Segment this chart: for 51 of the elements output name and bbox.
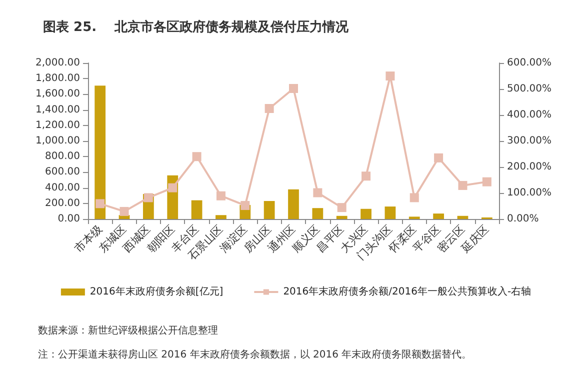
- point: [410, 193, 419, 202]
- point: [386, 72, 395, 80]
- point: [120, 206, 129, 216]
- y-tick-label: 0.00: [58, 214, 80, 224]
- point: [240, 200, 250, 210]
- y-tick-label: 600.00: [45, 166, 80, 178]
- point: [264, 104, 274, 113]
- point: [192, 152, 202, 162]
- y2-tick-label: 400.00%: [507, 110, 552, 120]
- y2-tick-label: 600.00%: [507, 58, 552, 68]
- source-note: 数据来源：新世纪评级根据公开信息整理: [38, 324, 218, 336]
- y-tick-label: 800.00: [45, 151, 80, 162]
- point: [144, 193, 153, 202]
- point: [96, 199, 105, 208]
- bar: [312, 208, 324, 219]
- y-tick-label: 1,600.00: [35, 88, 80, 100]
- bar: [191, 200, 202, 219]
- bar: [216, 215, 226, 219]
- point: [168, 183, 178, 192]
- y2-tick-label: 0.00%: [507, 214, 539, 224]
- point: [482, 177, 492, 186]
- legend-label: 2016年末政府债务余额/2016年一般公共预算收入-右轴: [283, 286, 532, 298]
- text: 注：公开渠道未获得房山区 2016 年末政府债务余额数据，以 2016 年末政府债务限额数据替代。: [38, 348, 472, 360]
- y-tick-label: 1,400.00: [35, 104, 80, 116]
- bar: [94, 86, 106, 219]
- bar: [288, 189, 299, 219]
- bar: [457, 216, 468, 219]
- y-tick-label: 1,200.00: [35, 120, 80, 131]
- y2-tick-label: 100.00%: [507, 188, 552, 198]
- point: [362, 172, 371, 181]
- bar: [433, 214, 444, 219]
- y-tick-label: 1,000.00: [35, 136, 80, 146]
- bar: [360, 208, 372, 219]
- y-tick-label: 200.00: [45, 198, 80, 209]
- point: [216, 191, 226, 200]
- point: [313, 188, 322, 198]
- y2-tick-label: 200.00%: [507, 162, 552, 172]
- point: [289, 84, 298, 93]
- legend-label: 2016年末政府债务余额[亿元]: [90, 286, 224, 298]
- y2-tick-label: 300.00%: [507, 136, 552, 146]
- point: [458, 180, 468, 190]
- point: [434, 153, 444, 162]
- y-tick-label: 400.00: [45, 182, 80, 194]
- point: [337, 203, 346, 212]
- y-tick-label: 1,800.00: [35, 73, 80, 84]
- bar: [264, 201, 275, 219]
- bar: [384, 206, 396, 219]
- bar: [336, 216, 348, 219]
- y-tick-label: 2,000.00: [35, 58, 80, 68]
- y2-tick-label: 500.00%: [507, 84, 552, 94]
- chart-title: 图表 25. 北京市各区政府债务规模及偿付压力情况: [43, 19, 350, 35]
